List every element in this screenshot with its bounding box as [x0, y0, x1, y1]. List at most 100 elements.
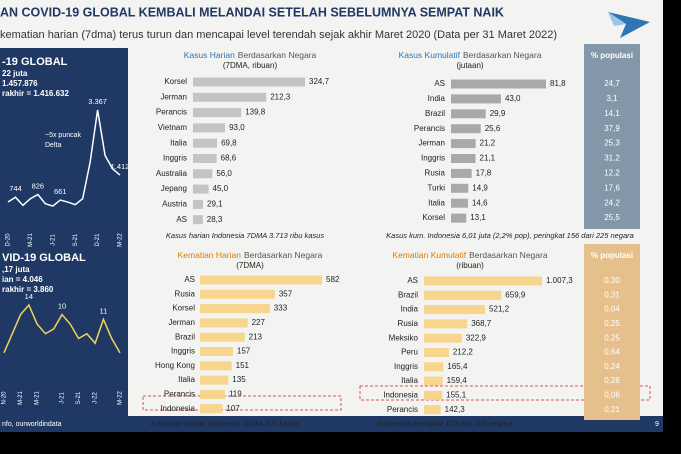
x-tick-label: J-21	[50, 234, 56, 246]
x-tick-label: M-21	[18, 391, 24, 405]
panel-info: rakhir = 3.860	[2, 285, 54, 294]
value-label: 68,6	[221, 154, 237, 163]
chart-title-highlight: Kasus Harian	[184, 50, 235, 60]
column-title: % populasi	[591, 251, 633, 260]
bar	[193, 199, 204, 209]
value-label: 157	[237, 347, 251, 356]
bar	[451, 198, 468, 208]
value-label: 151	[236, 361, 250, 370]
panel-title: VID-19 GLOBAL	[2, 252, 86, 264]
panel-title: -19 GLOBAL	[2, 56, 68, 68]
category-label: Jerman	[168, 318, 195, 327]
x-tick-label: D-20	[6, 233, 12, 247]
value-label: 661	[54, 187, 67, 196]
value-label: 659,9	[505, 290, 526, 299]
category-label: Italia	[428, 198, 445, 207]
category-label: Inggris	[394, 362, 418, 371]
bar	[451, 79, 546, 89]
bar	[424, 376, 443, 386]
logo	[608, 12, 650, 38]
bar	[424, 390, 443, 400]
category-label: Inggris	[421, 154, 445, 163]
category-label: Austria	[162, 200, 187, 209]
value-label: 1.412	[111, 162, 130, 171]
bar	[193, 138, 218, 148]
value-label: 213	[249, 332, 263, 341]
chart-title: Kasus Kumulatif Berdasarkan Negara	[399, 50, 542, 60]
chart-note: Indonesia peringkat 123 dari 225 negara	[378, 419, 513, 428]
value-label: 28,3	[207, 215, 223, 224]
category-label: Italia	[170, 138, 187, 147]
bar	[451, 168, 472, 178]
category-label: Korsel	[172, 304, 195, 313]
value-label: 17,8	[476, 169, 492, 178]
x-tick-label: S-21	[76, 391, 82, 404]
value-label: 333	[274, 304, 288, 313]
column-value: 0,25	[604, 333, 620, 342]
value-label: 21,2	[480, 139, 496, 148]
chart-title-highlight: Kematian Harian	[178, 250, 242, 260]
value-label: 25,6	[485, 124, 501, 133]
category-label: Rusia	[398, 319, 419, 328]
chart-title-rest: Berdasarkan Negara	[463, 50, 542, 60]
bar	[200, 275, 322, 285]
chart-title-rest: Berdasarkan Negara	[238, 50, 317, 60]
value-label: 45,0	[213, 184, 229, 193]
line	[3, 303, 121, 354]
category-label: Vietnam	[158, 123, 188, 132]
column-value: 24,2	[604, 198, 620, 207]
column-value: 37,9	[604, 124, 620, 133]
value-label: 165,4	[447, 362, 468, 371]
value-label: 744	[9, 184, 22, 193]
value-label: 322,9	[466, 333, 487, 342]
annotation: ~5x puncak	[45, 132, 81, 139]
bar	[424, 333, 462, 343]
value-label: 14,9	[472, 183, 488, 192]
panel-info: ian = 4.046	[2, 275, 43, 284]
column-background	[584, 44, 640, 229]
value-label: 29,1	[207, 200, 223, 209]
footer-band	[0, 416, 663, 432]
value-label: 159,4	[447, 376, 468, 385]
column-value: 14,1	[604, 109, 620, 118]
chart-title-rest: Berdasarkan Negara	[469, 250, 548, 260]
value-label: 826	[32, 182, 45, 191]
page-number: 9	[655, 421, 659, 428]
category-label: Australia	[156, 169, 188, 178]
x-tick-label: M-21	[28, 233, 34, 247]
bar	[424, 319, 468, 329]
bar	[200, 361, 232, 371]
bar	[200, 289, 275, 299]
category-label: Perancis	[387, 405, 418, 414]
column-value: 0,64	[604, 348, 620, 357]
category-label: Brazil	[425, 109, 445, 118]
bar	[451, 183, 469, 193]
bar	[193, 154, 217, 163]
chart-title: Kasus Harian Berdasarkan Negara	[184, 50, 317, 60]
column-value: 24,7	[604, 79, 620, 88]
panel-info: 1.457.876	[2, 79, 38, 88]
category-label: AS	[176, 215, 187, 224]
chart-title-highlight: Kasus Kumulatif	[399, 50, 461, 60]
category-label: Jerman	[418, 139, 445, 148]
column-background	[584, 244, 640, 420]
value-label: 357	[279, 289, 293, 298]
title: AN COVID-19 GLOBAL KEMBALI MELANDAI SETE…	[0, 5, 504, 19]
annotation: Delta	[45, 142, 61, 149]
chart-title-highlight: Kematian Kumulatif	[392, 250, 466, 260]
subtitle: kematian harian (7dma) terus turun dan m…	[0, 29, 557, 41]
value-label: 212,2	[453, 348, 474, 357]
bar	[200, 389, 225, 399]
column-value: 25,5	[604, 213, 620, 222]
chart-subtitle: (7DMA)	[236, 261, 264, 270]
value-label: 212,3	[270, 92, 291, 101]
bar	[451, 124, 481, 134]
bar	[200, 304, 270, 314]
bar	[451, 94, 501, 104]
bar	[424, 348, 449, 357]
column-value: 0,21	[604, 405, 620, 414]
bar	[424, 305, 486, 315]
chart-title: Kematian Kumulatif Berdasarkan Negara	[392, 250, 547, 260]
